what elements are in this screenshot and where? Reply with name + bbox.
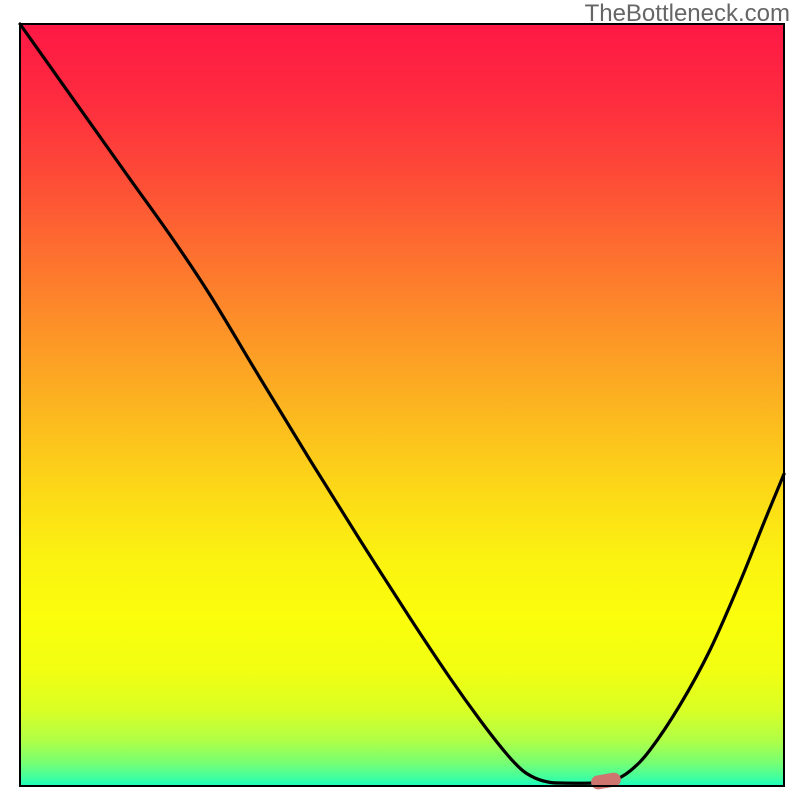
chart-svg — [0, 0, 800, 800]
watermark-text: TheBottleneck.com — [585, 0, 790, 28]
chart-container: TheBottleneck.com — [0, 0, 800, 800]
plot-background — [20, 24, 784, 786]
